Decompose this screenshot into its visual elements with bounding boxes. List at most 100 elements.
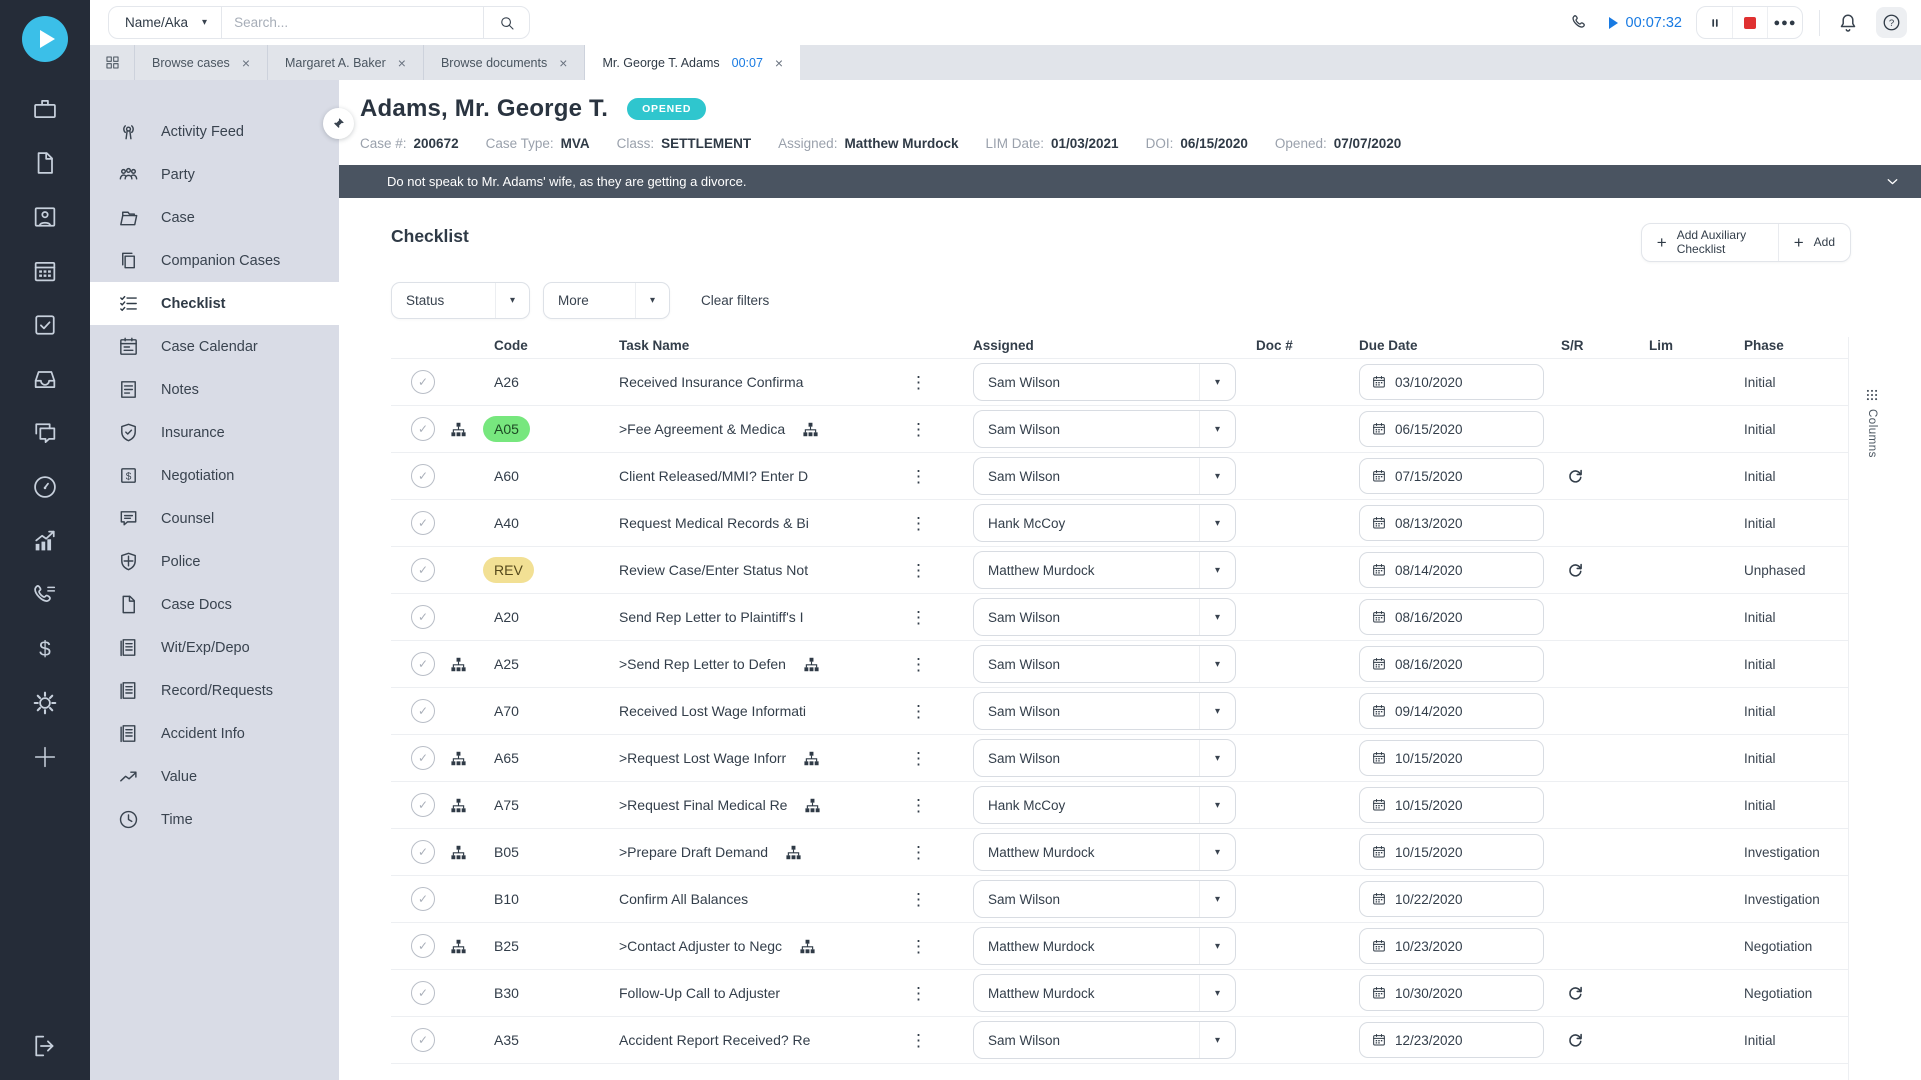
row-menu-button[interactable]: ⋮ [910, 513, 927, 533]
table-row[interactable]: ✓ B10 Confirm All Balances ⋮ Sam Wilson … [391, 876, 1848, 923]
task-name[interactable]: >Fee Agreement & Medica [619, 421, 786, 437]
due-date-input[interactable]: 09/14/2020 [1359, 693, 1544, 729]
timer-more-button[interactable]: ●●● [1767, 7, 1802, 38]
sidebar-item-counsel[interactable]: Counsel [90, 497, 339, 540]
calendar-icon[interactable] [31, 257, 59, 285]
table-row[interactable]: ✓ A35 Accident Report Received? Re ⋮ Sam… [391, 1017, 1848, 1064]
sidebar-item-record-requests[interactable]: Record/Requests [90, 669, 339, 712]
assigned-select[interactable]: Sam Wilson ▾ [973, 363, 1236, 401]
close-icon[interactable]: × [774, 54, 784, 71]
table-row[interactable]: ✓ A20 Send Rep Letter to Plaintiff's I ⋮… [391, 594, 1848, 641]
complete-check-icon[interactable]: ✓ [411, 464, 435, 488]
row-menu-button[interactable]: ⋮ [910, 372, 927, 392]
task-name[interactable]: >Prepare Draft Demand [619, 844, 769, 860]
search-category-select[interactable]: Name/Aka ▾ [109, 7, 223, 38]
settings-icon[interactable] [31, 689, 59, 717]
table-row[interactable]: ✓ A60 Client Released/MMI? Enter D ⋮ Sam… [391, 453, 1848, 500]
table-row[interactable]: ✓ B25 >Contact Adjuster to Negc ⋮ Matthe… [391, 923, 1848, 970]
due-date-input[interactable]: 08/13/2020 [1359, 505, 1544, 541]
sidebar-item-companion-cases[interactable]: Companion Cases [90, 239, 339, 282]
due-date-input[interactable]: 10/23/2020 [1359, 928, 1544, 964]
row-menu-button[interactable]: ⋮ [910, 607, 927, 627]
add-auxiliary-checklist-button[interactable]: + Add Auxiliary Checklist [1642, 224, 1778, 261]
billing-icon[interactable]: $ [31, 635, 59, 663]
sidebar-item-wit-exp-depo[interactable]: Wit/Exp/Depo [90, 626, 339, 669]
due-date-input[interactable]: 07/15/2020 [1359, 458, 1544, 494]
help-button[interactable]: ? [1876, 7, 1907, 38]
status-filter-select[interactable]: Status ▾ [391, 282, 530, 319]
table-row[interactable]: ✓ A05 >Fee Agreement & Medica ⋮ Sam Wils… [391, 406, 1848, 453]
row-menu-button[interactable]: ⋮ [910, 654, 927, 674]
due-date-input[interactable]: 10/15/2020 [1359, 787, 1544, 823]
tab-browse-documents[interactable]: Browse documents × [424, 45, 586, 80]
task-name[interactable]: Review Case/Enter Status Not [619, 562, 809, 578]
table-row[interactable]: ✓ B30 Follow-Up Call to Adjuster ⋮ Matth… [391, 970, 1848, 1017]
row-menu-button[interactable]: ⋮ [910, 748, 927, 768]
dashboard-icon[interactable] [31, 473, 59, 501]
sidebar-item-police[interactable]: Police [90, 540, 339, 583]
pause-timer-button[interactable] [1697, 7, 1732, 38]
table-row[interactable]: ✓ A75 >Request Final Medical Re ⋮ Hank M… [391, 782, 1848, 829]
close-icon[interactable]: × [559, 54, 568, 71]
task-name[interactable]: Follow-Up Call to Adjuster [619, 985, 781, 1001]
assigned-select[interactable]: Hank McCoy ▾ [973, 786, 1236, 824]
row-menu-button[interactable]: ⋮ [910, 889, 927, 909]
assigned-select[interactable]: Sam Wilson ▾ [973, 410, 1236, 448]
assigned-select[interactable]: Sam Wilson ▾ [973, 880, 1236, 918]
table-row[interactable]: ✓ B05 >Prepare Draft Demand ⋮ Matthew Mu… [391, 829, 1848, 876]
due-date-input[interactable]: 10/15/2020 [1359, 740, 1544, 776]
complete-check-icon[interactable]: ✓ [411, 1028, 435, 1052]
assigned-select[interactable]: Sam Wilson ▾ [973, 739, 1236, 777]
contact-card-icon[interactable] [31, 203, 59, 231]
phone-icon[interactable] [1570, 12, 1591, 33]
assigned-select[interactable]: Matthew Murdock ▾ [973, 833, 1236, 871]
stop-timer-button[interactable] [1732, 7, 1767, 38]
due-date-input[interactable]: 10/22/2020 [1359, 881, 1544, 917]
due-date-input[interactable]: 08/16/2020 [1359, 599, 1544, 635]
briefcase-icon[interactable] [31, 95, 59, 123]
clear-filters-button[interactable]: Clear filters [701, 293, 770, 308]
sidebar-item-insurance[interactable]: Insurance [90, 411, 339, 454]
row-menu-button[interactable]: ⋮ [910, 419, 927, 439]
search-input[interactable] [222, 7, 483, 38]
sidebar-item-notes[interactable]: Notes [90, 368, 339, 411]
complete-check-icon[interactable]: ✓ [411, 699, 435, 723]
tab-margaret-a-baker[interactable]: Margaret A. Baker × [268, 45, 424, 80]
document-icon[interactable] [31, 149, 59, 177]
complete-check-icon[interactable]: ✓ [411, 605, 435, 629]
assigned-select[interactable]: Sam Wilson ▾ [973, 457, 1236, 495]
task-name[interactable]: >Request Final Medical Re [619, 797, 788, 813]
due-date-input[interactable]: 10/15/2020 [1359, 834, 1544, 870]
chat-icon[interactable] [31, 419, 59, 447]
task-name[interactable]: Client Released/MMI? Enter D [619, 468, 809, 484]
sidebar-item-party[interactable]: Party [90, 153, 339, 196]
sidebar-item-value[interactable]: Value [90, 755, 339, 798]
table-row[interactable]: ✓ A26 Received Insurance Confirma ⋮ Sam … [391, 359, 1848, 406]
assigned-select[interactable]: Sam Wilson ▾ [973, 645, 1236, 683]
task-name[interactable]: Received Insurance Confirma [619, 374, 804, 390]
add-button[interactable]: + Add [1777, 224, 1850, 261]
complete-check-icon[interactable]: ✓ [411, 887, 435, 911]
complete-check-icon[interactable]: ✓ [411, 746, 435, 770]
close-icon[interactable]: × [397, 54, 406, 71]
assigned-select[interactable]: Sam Wilson ▾ [973, 1021, 1236, 1059]
row-menu-button[interactable]: ⋮ [910, 936, 927, 956]
row-menu-button[interactable]: ⋮ [910, 795, 927, 815]
complete-check-icon[interactable]: ✓ [411, 934, 435, 958]
due-date-input[interactable]: 08/16/2020 [1359, 646, 1544, 682]
logout-icon[interactable] [31, 1032, 59, 1060]
complete-check-icon[interactable]: ✓ [411, 370, 435, 394]
complete-check-icon[interactable]: ✓ [411, 558, 435, 582]
sidebar-item-time[interactable]: Time [90, 798, 339, 841]
due-date-input[interactable]: 10/30/2020 [1359, 975, 1544, 1011]
inbox-icon[interactable] [31, 365, 59, 393]
chevron-down-icon[interactable] [1884, 173, 1901, 190]
assigned-select[interactable]: Matthew Murdock ▾ [973, 974, 1236, 1012]
table-row[interactable]: ✓ A65 >Request Lost Wage Inforr ⋮ Sam Wi… [391, 735, 1848, 782]
table-row[interactable]: ✓ A40 Request Medical Records & Bi ⋮ Han… [391, 500, 1848, 547]
row-menu-button[interactable]: ⋮ [910, 1030, 927, 1050]
due-date-input[interactable]: 08/14/2020 [1359, 552, 1544, 588]
task-name[interactable]: Confirm All Balances [619, 891, 749, 907]
row-menu-button[interactable]: ⋮ [910, 560, 927, 580]
row-menu-button[interactable]: ⋮ [910, 983, 927, 1003]
